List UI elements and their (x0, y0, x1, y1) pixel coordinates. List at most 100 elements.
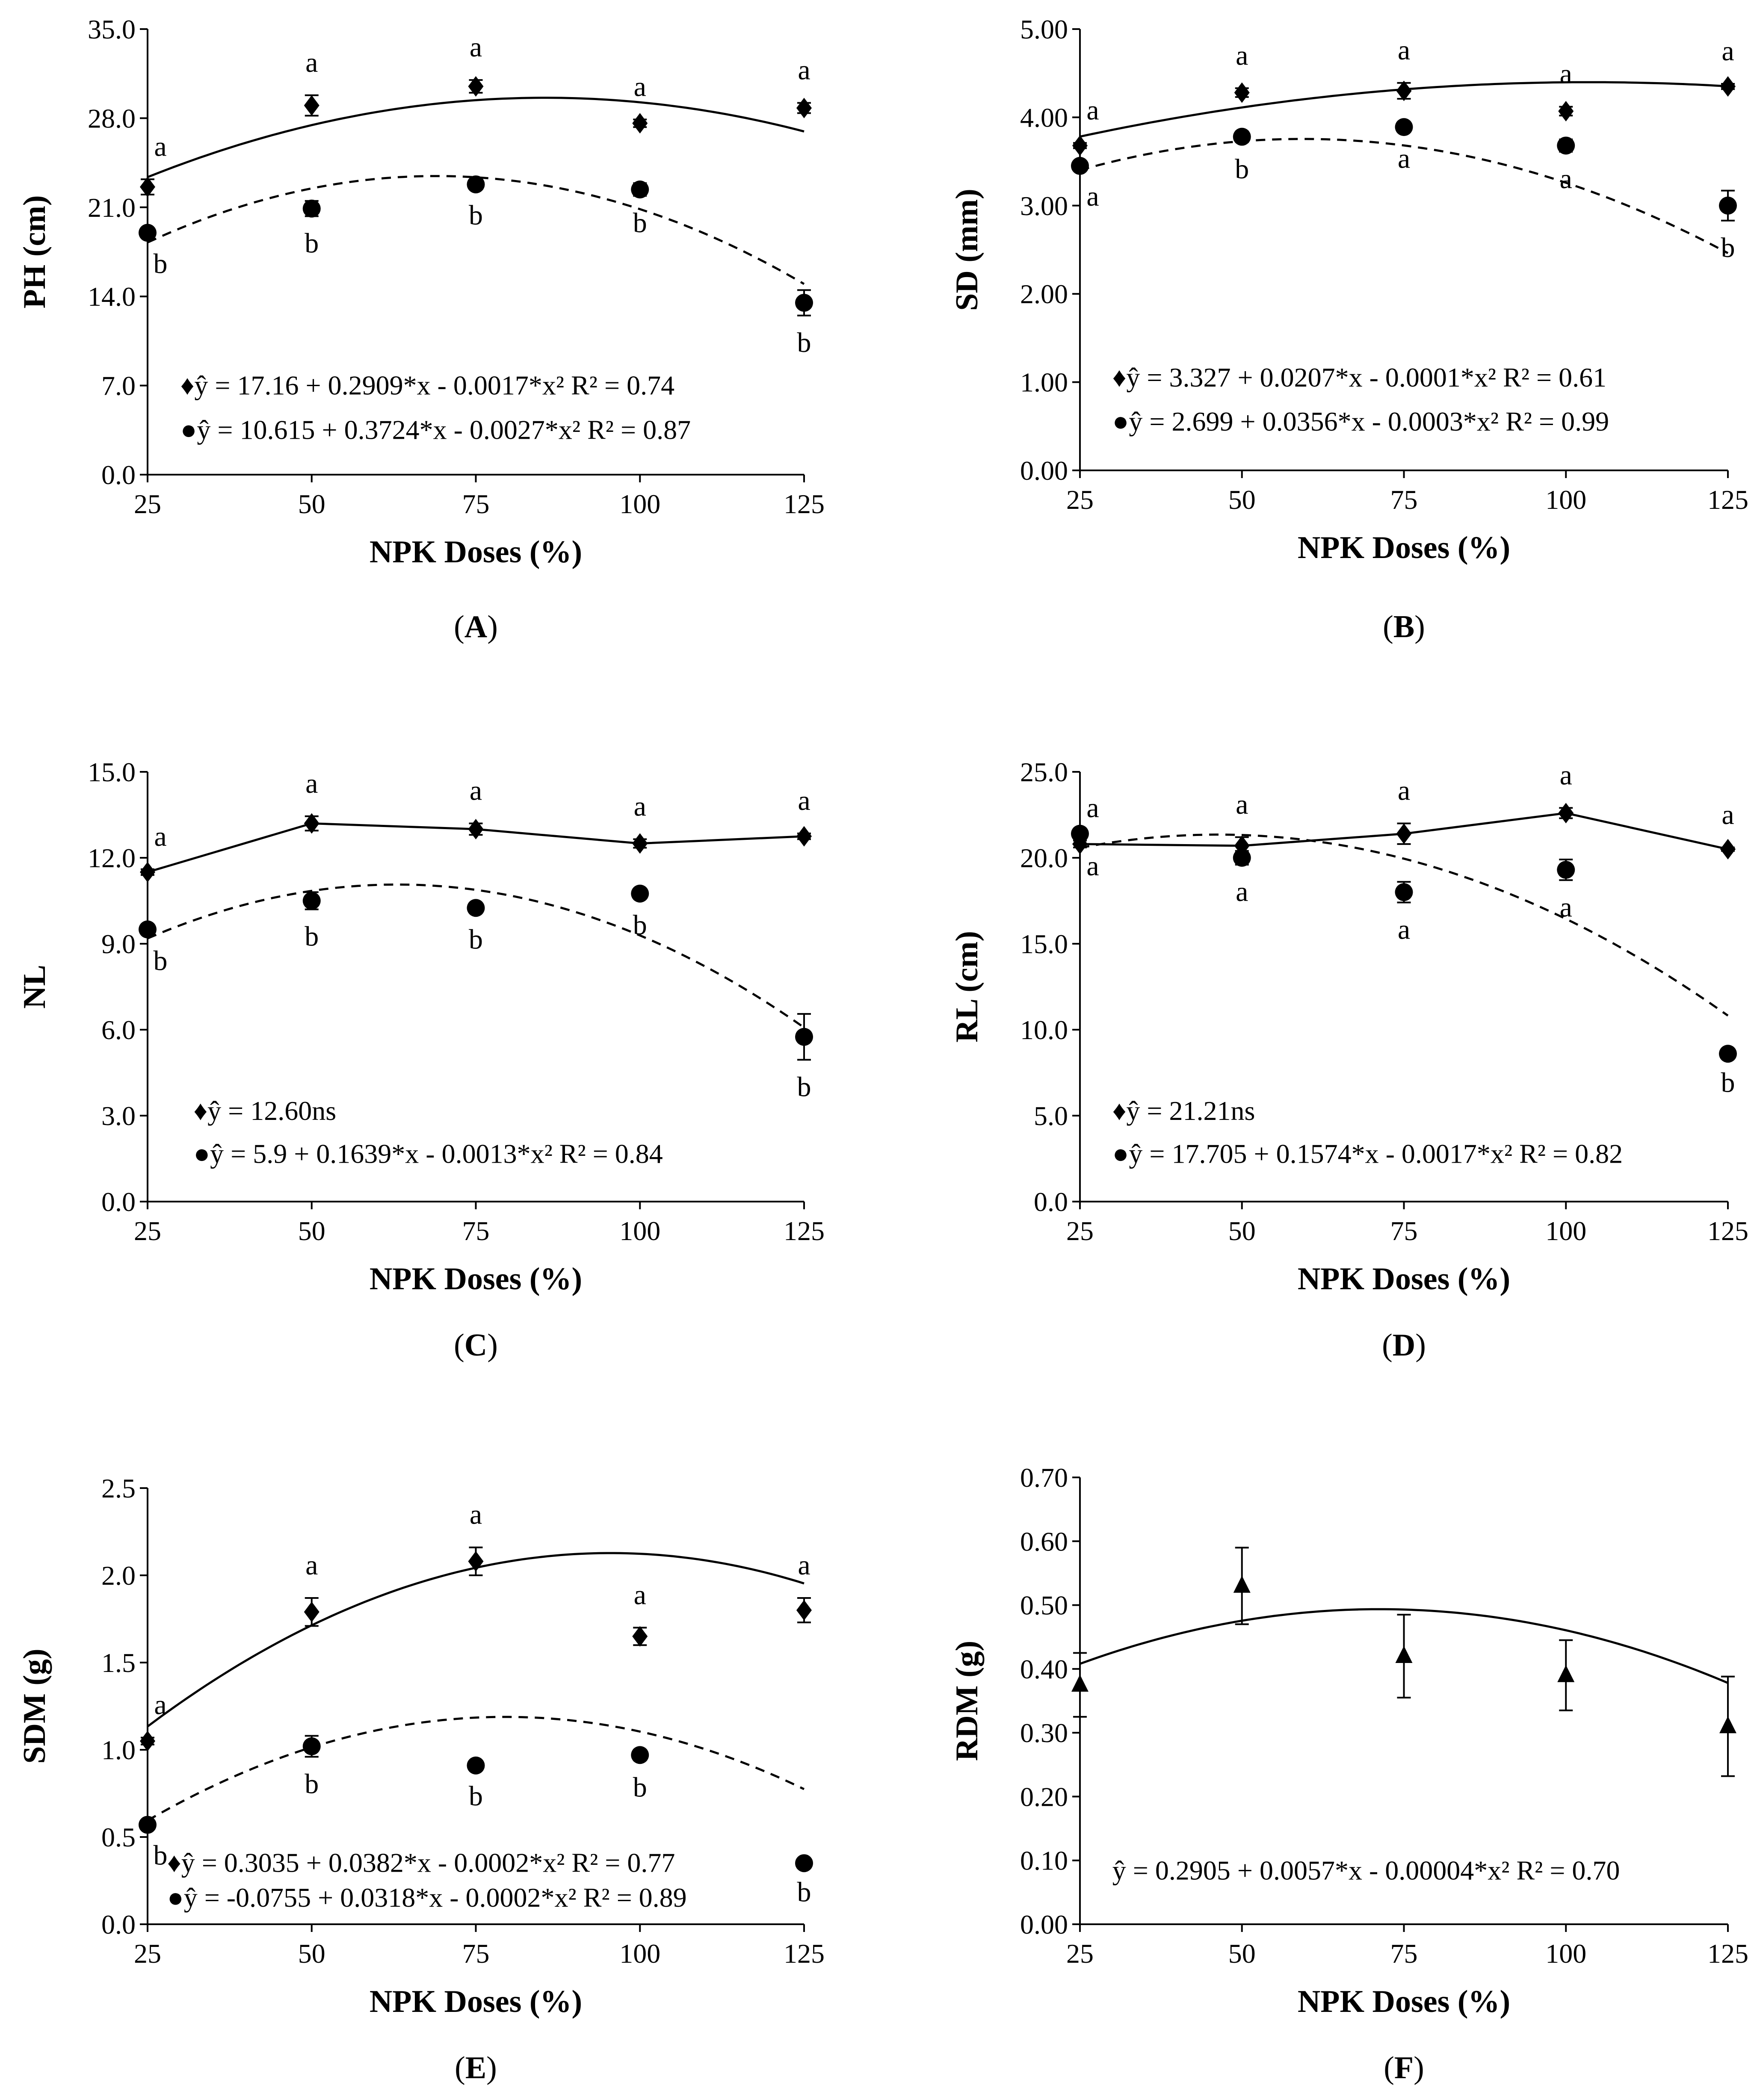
regression-equation: ●ŷ = -0.0755 + 0.0318*x - 0.0002*x² R² =… (167, 1882, 687, 1913)
x-tick-label: 50 (1228, 484, 1256, 515)
y-tick-label: 0.00 (1020, 1909, 1068, 1940)
x-tick-label: 75 (1390, 484, 1418, 515)
y-tick-label: 15.0 (88, 757, 136, 787)
fit-curve-circle (1080, 138, 1729, 254)
diamond-point (1558, 803, 1574, 824)
circle-point (302, 1737, 321, 1755)
y-tick-label: 1.00 (1020, 367, 1068, 398)
diamond-point (632, 1626, 648, 1647)
significance-letter: b (305, 1768, 319, 1799)
x-tick-label: 100 (619, 1216, 660, 1246)
y-tick-label: 20.0 (1020, 843, 1068, 873)
panel-letter: E (465, 2050, 486, 2085)
fit-curve-circle (147, 883, 805, 1029)
regression-equation: ♦ŷ = 17.16 + 0.2909*x - 0.0017*x² R² = 0… (180, 370, 674, 400)
circle-point (1233, 127, 1251, 146)
significance-letter: a (1398, 775, 1410, 806)
significance-letter: a (305, 1550, 318, 1581)
regression-equation: ●ŷ = 5.9 + 0.1639*x - 0.0013*x² R² = 0.8… (193, 1139, 663, 1169)
significance-letter: a (1398, 914, 1410, 945)
diamond-point (468, 1551, 484, 1572)
x-tick-label: 25 (1066, 1938, 1094, 1969)
x-tick-label: 75 (1390, 1938, 1418, 1969)
diamond-point (304, 1601, 319, 1622)
circle-point (1719, 196, 1737, 215)
fit-curve-circle (147, 1716, 805, 1822)
y-tick-label: 0.60 (1020, 1526, 1068, 1557)
significance-letter: a (798, 55, 810, 86)
significance-letter: a (1721, 799, 1734, 830)
diamond-point (1720, 76, 1736, 97)
x-tick-label: 25 (1066, 484, 1094, 515)
diamond-point (468, 76, 484, 97)
diamond-point (1396, 823, 1412, 844)
significance-letter: b (154, 248, 168, 279)
diamond-point (140, 862, 155, 883)
significance-letter: a (305, 768, 318, 799)
significance-letter: a (1560, 59, 1572, 90)
regression-equation: ♦ŷ = 3.327 + 0.0207*x - 0.0001*x² R² = 0… (1112, 362, 1606, 393)
circle-point (1071, 157, 1089, 175)
chart-panel-f: 0.00 0.10 0.20 0.30 0.40 0.50 0.60 0.70 25 50 75 10… (949, 1462, 1748, 2085)
significance-letter: b (305, 921, 319, 952)
y-tick-label: 2.5 (101, 1473, 136, 1503)
panel-letter: F (1394, 2050, 1414, 2085)
y-tick-label: 21.0 (88, 192, 136, 223)
chart-panel-c: 0.0 3.0 6.0 9.0 12.0 15.0 25 50 75 100 125 NPK Dose… (17, 757, 825, 1363)
y-tick-label: 35.0 (88, 14, 136, 44)
diamond-point (796, 826, 812, 847)
x-tick-label: 100 (1545, 1938, 1586, 1969)
circle-point (1395, 118, 1413, 136)
fit-curve-diamond (147, 1552, 805, 1728)
y-tick-label: 0.0 (101, 460, 136, 490)
y-axis-title: RDM (g) (949, 1641, 985, 1761)
significance-letter: a (470, 1499, 482, 1530)
x-tick-label: 125 (1707, 1216, 1748, 1246)
y-tick-label: 0.40 (1020, 1654, 1068, 1684)
significance-letter: b (1235, 154, 1249, 185)
circle-point (467, 899, 485, 917)
x-tick-label: 50 (298, 1216, 325, 1246)
significance-letter: a (1236, 40, 1248, 71)
regression-equation: ●ŷ = 17.705 + 0.1574*x - 0.0017*x² R² = … (1112, 1139, 1623, 1169)
panel-letter: D (1393, 1328, 1415, 1363)
significance-letter: b (633, 910, 647, 941)
x-tick-label: 100 (1545, 1216, 1586, 1246)
circle-point (302, 892, 321, 910)
x-tick-label: 25 (134, 1216, 161, 1246)
significance-letter: b (469, 200, 483, 231)
significance-letter: b (797, 327, 811, 358)
significance-letter: a (634, 791, 646, 822)
diamond-point (140, 177, 155, 198)
x-tick-label: 25 (1066, 1216, 1094, 1246)
y-axis-title: NL (17, 965, 52, 1009)
x-axis-title: NPK Doses (%) (370, 535, 582, 570)
y-tick-label: 10.0 (1020, 1015, 1068, 1045)
panel-label: (D) (1382, 1328, 1426, 1363)
significance-letter: a (1398, 143, 1410, 174)
x-tick-label: 25 (134, 1938, 161, 1969)
panel-letter: B (1393, 609, 1414, 644)
triangle-point (1719, 1716, 1736, 1734)
fit-curve-circle (1080, 833, 1729, 1017)
significance-letter: b (1721, 1067, 1735, 1098)
significance-letter: a (1236, 789, 1248, 820)
y-tick-label: 1.0 (101, 1735, 136, 1765)
y-tick-label: 2.0 (101, 1560, 136, 1591)
circle-point (139, 1816, 157, 1834)
y-tick-label: 5.0 (1034, 1101, 1068, 1131)
significance-letter: a (798, 785, 810, 816)
x-tick-label: 125 (1707, 1938, 1748, 1969)
significance-letter: a (154, 821, 166, 852)
y-tick-label: 9.0 (101, 929, 136, 959)
diamond-point (304, 95, 319, 116)
circle-point (302, 199, 321, 218)
y-tick-label: 0.30 (1020, 1718, 1068, 1748)
significance-letter: b (633, 1772, 647, 1803)
panel-label: (F) (1384, 2050, 1424, 2085)
panel-letter: A (464, 609, 487, 644)
circle-point (1233, 849, 1251, 867)
regression-equation: ♦ŷ = 12.60ns (193, 1096, 336, 1126)
triangle-point (1071, 1675, 1088, 1692)
